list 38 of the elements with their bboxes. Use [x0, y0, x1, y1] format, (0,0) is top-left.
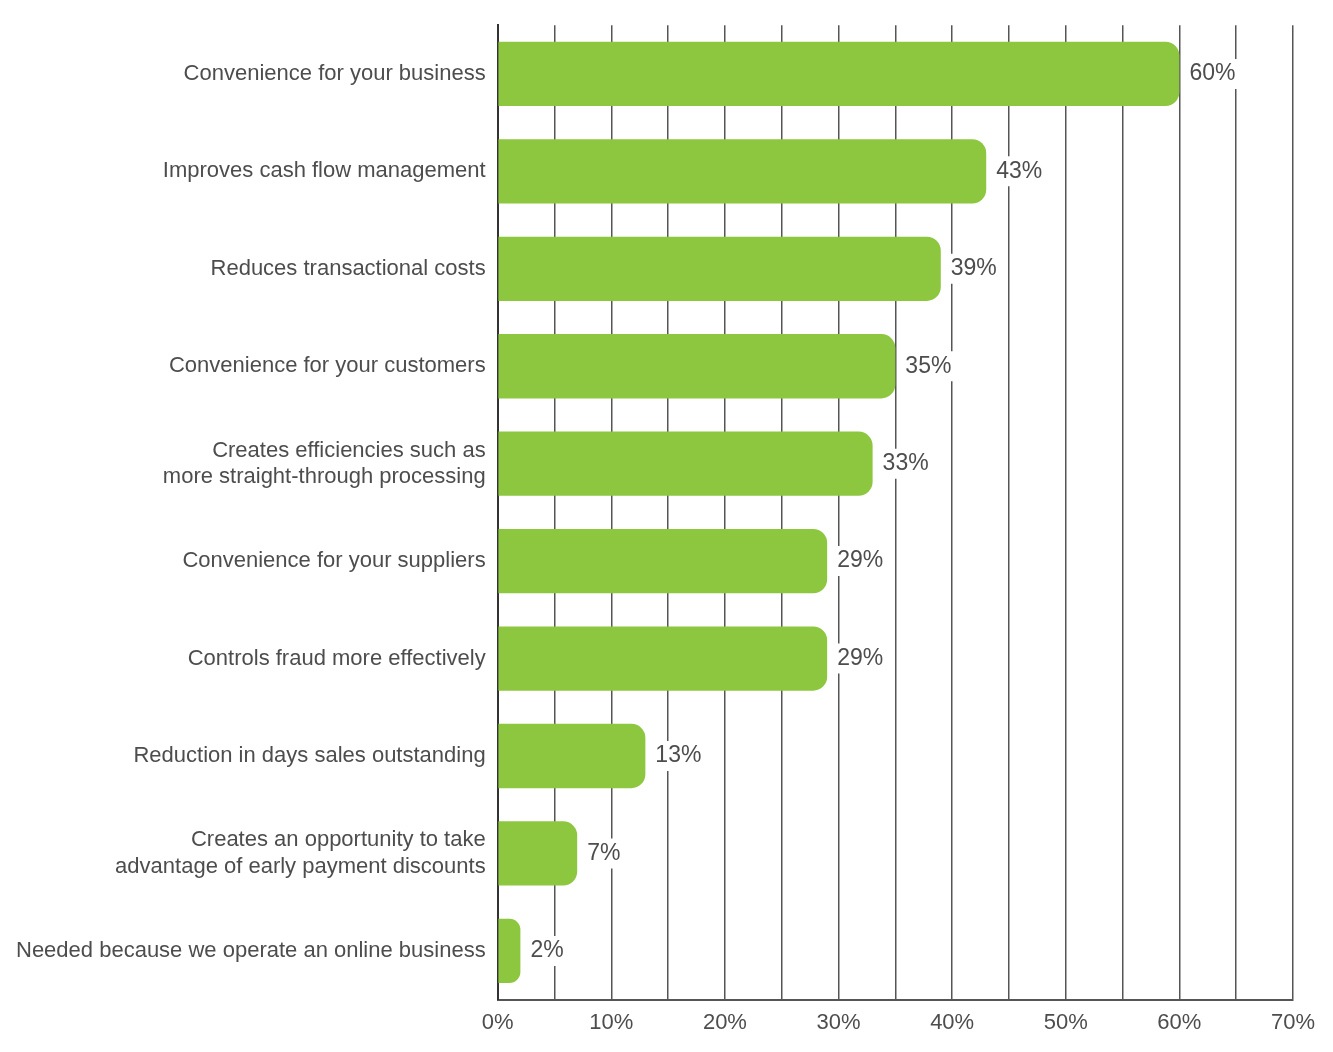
y-tick-label: Needed because we operate an online business — [16, 936, 486, 962]
bar — [498, 334, 896, 399]
bar — [498, 528, 828, 594]
data-label: 13% — [655, 741, 702, 768]
y-tick-label: Convenience for your business — [183, 59, 486, 85]
data-label: 43% — [996, 156, 1043, 183]
bar — [498, 41, 1180, 107]
bar — [498, 236, 941, 301]
x-tick-label: 10% — [589, 1008, 634, 1034]
y-tick-label: Convenience for your suppliers — [182, 547, 486, 573]
data-label: 35% — [905, 351, 952, 378]
y-tick-label: Reduces transactional costs — [210, 254, 486, 280]
x-tick-label: 0% — [481, 1008, 514, 1034]
bar — [498, 821, 578, 886]
y-tick-label: Convenience for your customers — [168, 352, 486, 378]
x-tick-label: 30% — [816, 1008, 861, 1034]
bar — [498, 431, 873, 496]
bar — [498, 626, 828, 691]
data-label: 7% — [587, 838, 621, 865]
y-tick-label: Creates efficiencies such as more straight-through processing — [162, 436, 486, 488]
data-label: 33% — [882, 449, 929, 476]
data-label: 60% — [1189, 59, 1236, 86]
data-label: 39% — [950, 254, 997, 281]
x-tick-label: 60% — [1157, 1008, 1202, 1034]
x-tick-label: 20% — [702, 1008, 747, 1034]
data-label: 29% — [837, 643, 884, 670]
data-label: 2% — [530, 936, 564, 963]
y-tick-label: Creates an opportunity to take advantage of early payment discounts — [115, 826, 486, 878]
y-tick-label: Reduction in days sales outstanding — [133, 742, 486, 768]
y-tick-label: Controls fraud more effectively — [187, 644, 486, 670]
x-tick-label: 50% — [1043, 1008, 1088, 1034]
bar — [498, 139, 987, 204]
bar — [498, 918, 521, 984]
x-tick-label: 40% — [930, 1008, 975, 1034]
data-label: 29% — [837, 546, 884, 573]
bar — [498, 723, 646, 789]
y-tick-label: Improves cash flow management — [162, 157, 486, 183]
x-tick-label: 70% — [1270, 1008, 1316, 1034]
